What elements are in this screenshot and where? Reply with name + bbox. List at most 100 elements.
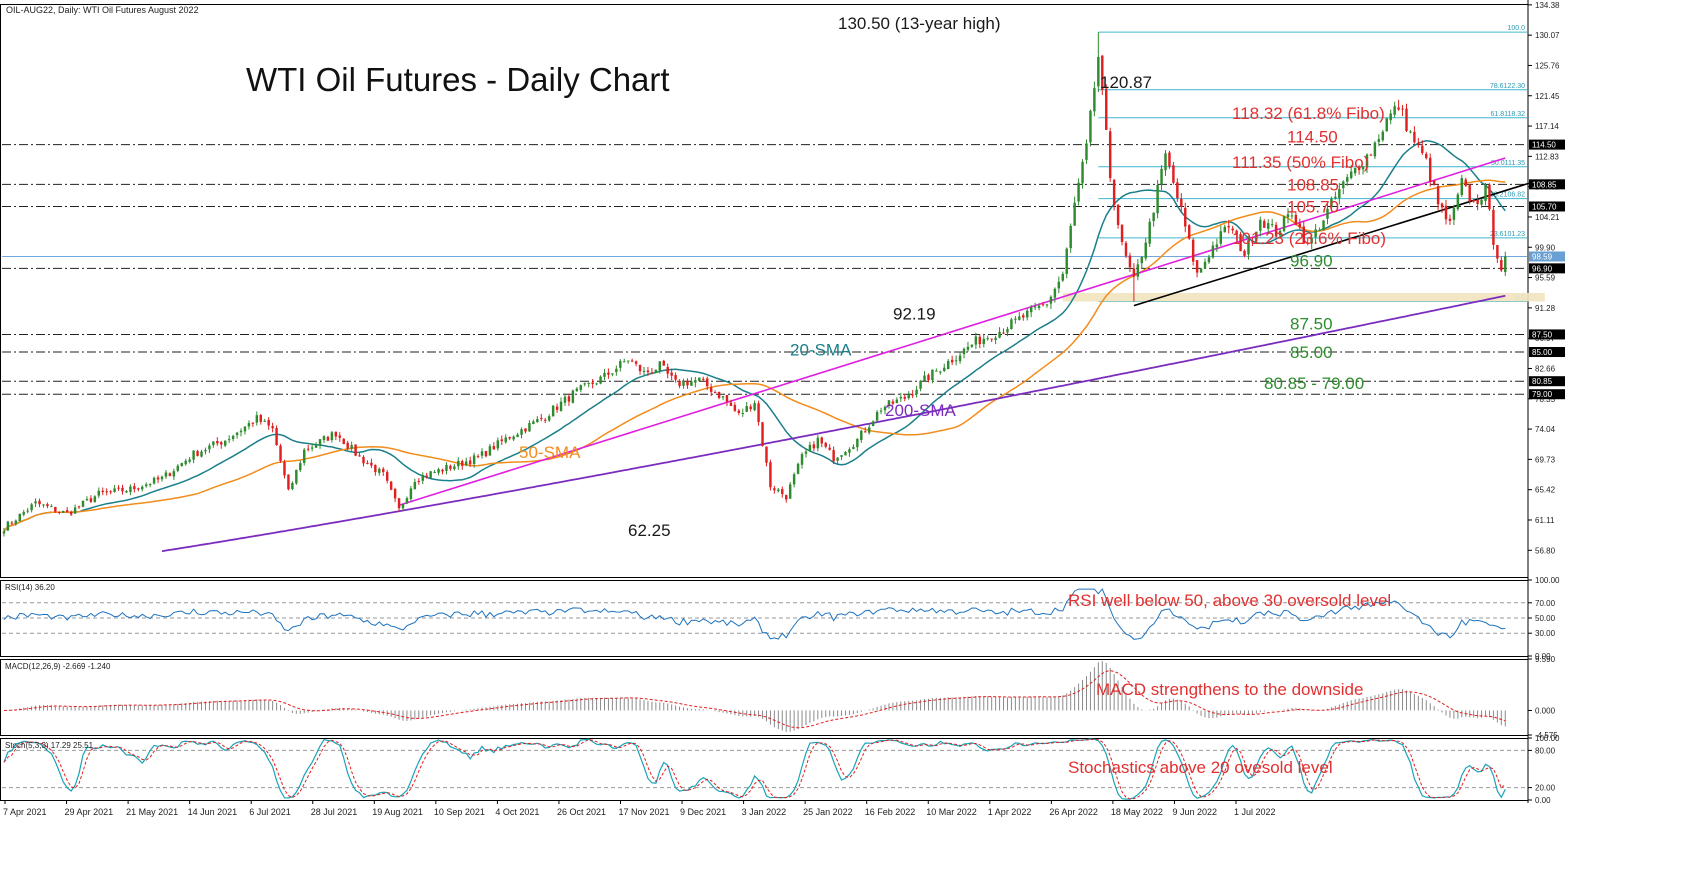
candle-body	[966, 346, 970, 350]
candle-body	[1428, 157, 1432, 182]
candle-body	[994, 337, 997, 340]
stoch-k-line	[3, 738, 1506, 800]
candle-body	[931, 369, 934, 381]
price-tick-label: 91.28	[1535, 304, 1556, 313]
candle-body	[251, 422, 255, 424]
candle-body	[58, 512, 61, 514]
candle-body	[1014, 318, 1017, 320]
rsi-tick-label: 30.00	[1535, 629, 1556, 638]
candle-body	[1381, 131, 1385, 141]
x-tick-label: 17 Nov 2021	[619, 807, 670, 817]
candle-body	[832, 450, 835, 462]
candle-body	[34, 501, 37, 504]
candle-body	[1274, 224, 1278, 237]
candle-body	[449, 465, 452, 469]
candle-body	[757, 403, 760, 422]
x-tick-label: 14 Jun 2021	[188, 807, 238, 817]
candle-body	[721, 396, 725, 398]
candle-body	[579, 385, 583, 390]
candle-body	[1310, 238, 1313, 244]
candle-body	[812, 444, 816, 449]
price-level-tag	[1529, 251, 1565, 262]
price-level-tag	[1529, 139, 1565, 150]
macd-annotation: MACD strengthens to the downside	[1096, 680, 1363, 699]
candle-body	[591, 382, 594, 384]
candle-body	[528, 423, 531, 432]
candle-body	[1010, 319, 1013, 330]
candle-body	[1207, 257, 1211, 263]
candle-body	[1440, 203, 1444, 208]
candle-body	[532, 421, 535, 424]
candle-body	[421, 475, 424, 481]
candle-body	[1049, 296, 1053, 304]
candle-body	[1432, 180, 1436, 185]
candle-body	[69, 511, 73, 515]
candle-body	[14, 520, 18, 524]
x-tick-label: 18 May 2022	[1111, 807, 1163, 817]
chart-layer: 56.8061.1165.4269.7374.0478.3582.6686.97…	[0, 0, 1565, 817]
candle-body	[393, 488, 397, 499]
candle-body	[871, 421, 875, 427]
candle-body	[1124, 242, 1128, 256]
rsi-tick-label: 50.00	[1535, 614, 1556, 623]
candle-body	[674, 375, 677, 380]
candle-body	[117, 487, 120, 489]
candle-body	[492, 446, 496, 450]
price-level-tag	[1529, 389, 1565, 400]
macd-tick-label: 9.590	[1535, 655, 1556, 664]
candle-body	[1176, 182, 1179, 199]
candle-body	[1251, 241, 1254, 243]
candle-body	[634, 361, 638, 364]
candle-body	[1468, 184, 1471, 202]
x-tick-label: 9 Dec 2021	[680, 807, 726, 817]
candle-body	[943, 367, 946, 371]
price-level-tag	[1529, 263, 1565, 274]
candle-body	[464, 461, 468, 466]
candle-body	[650, 372, 654, 374]
x-tick-label: 26 Oct 2021	[557, 807, 606, 817]
price-tick-label: 56.80	[1535, 546, 1556, 555]
candle-body	[844, 451, 847, 456]
candle-body	[362, 456, 365, 464]
candle-body	[109, 491, 112, 493]
candle-body	[291, 482, 294, 489]
candle-body	[958, 355, 962, 362]
candle-body	[547, 416, 551, 421]
candle-body	[200, 451, 203, 457]
candle-body	[1290, 215, 1294, 217]
price-annotation: 20-SMA	[790, 341, 852, 360]
price-annotation: 87.50	[1290, 314, 1333, 333]
candle-body	[283, 461, 286, 476]
rsi-line	[3, 588, 1506, 640]
price-annotation: 200-SMA	[885, 401, 957, 420]
candle-body	[1235, 230, 1238, 236]
candle-body	[334, 431, 338, 437]
candle-body	[148, 484, 152, 486]
candle-body	[1452, 207, 1456, 220]
candle-body	[856, 439, 859, 448]
support-zone	[1062, 292, 1545, 302]
candle-body	[204, 450, 207, 452]
candle-body	[713, 392, 717, 394]
candle-body	[164, 472, 168, 477]
candle-body	[1077, 182, 1080, 202]
candle-body	[883, 406, 887, 411]
candle-body	[267, 419, 270, 426]
fib-level-label: 23.6101.23	[1490, 231, 1525, 238]
candle-body	[603, 372, 606, 377]
candle-body	[1385, 118, 1388, 132]
candle-body	[1026, 310, 1029, 318]
candle-body	[441, 469, 444, 472]
x-tick-label: 16 Feb 2022	[865, 807, 916, 817]
candle-body	[1472, 199, 1475, 202]
candle-body	[1263, 220, 1266, 228]
candle-body	[935, 370, 938, 372]
candle-body	[1373, 142, 1377, 157]
candle-body	[1286, 214, 1290, 218]
candle-body	[180, 463, 183, 467]
candle-body	[508, 436, 511, 439]
candle-body	[401, 503, 405, 509]
candle-body	[599, 376, 602, 384]
candle-body	[121, 487, 124, 492]
candle-body	[978, 336, 982, 345]
